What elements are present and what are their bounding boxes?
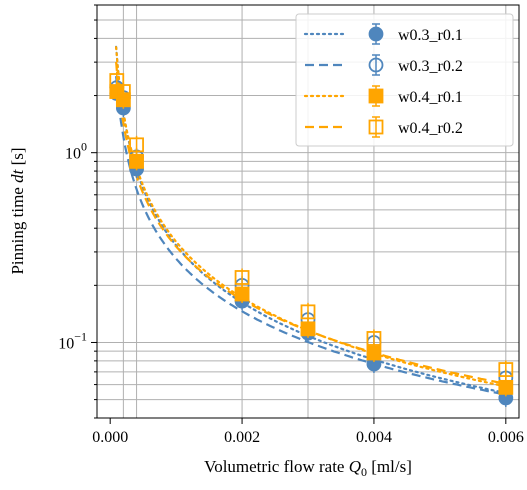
legend-marker [368,119,384,135]
legend-label: w0.4_r0.1 [398,89,463,106]
data-point [234,270,250,285]
plot-frame [96,4,520,419]
legend-label: w0.4_r0.2 [398,120,463,137]
legend-marker [368,88,384,104]
y-tick-label: 100 [65,140,87,163]
data-point [498,379,514,395]
data-point [115,84,131,99]
axis-ticks: 0.000 0.002 0.004 0.006 100 10−1 [58,4,524,446]
legend-marker [368,26,384,42]
fit-line [115,76,507,396]
x-tick-label: 0.006 [488,429,524,446]
y-tick-label: 10−1 [58,329,87,352]
data-point [129,153,144,169]
legend: w0.3_r0.1 w0.3_r0.2 w0.4_r0.1 w0.4_r0.2 [295,13,514,147]
x-tick-label: 0.000 [92,429,128,446]
legend-label: w0.3_r0.2 [398,58,463,75]
data-point [129,137,144,153]
legend-box [295,13,514,147]
legend-label: w0.3_r0.1 [398,27,463,44]
data-point [498,362,514,377]
legend-marker [368,57,384,73]
data-markers [109,71,514,407]
data-point [300,304,316,320]
x-tick-label: 0.002 [224,429,260,446]
y-axis-label: Pinning time dt [s] [8,147,27,274]
data-point [366,345,382,361]
data-point [234,286,250,302]
x-axis-label: Volumetric flow rate Q0 [ml/s] [204,457,412,479]
data-point [300,321,316,337]
x-tick-label: 0.004 [356,429,392,446]
data-point [366,331,382,346]
